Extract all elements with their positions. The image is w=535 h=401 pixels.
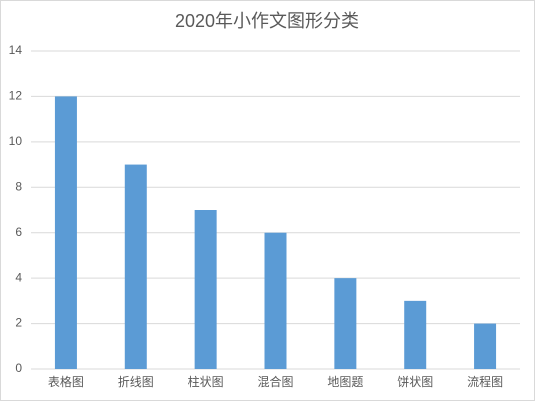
bar	[474, 323, 497, 369]
bar	[124, 164, 147, 369]
bar	[194, 210, 217, 369]
bar	[54, 96, 77, 369]
y-tick-label: 8	[15, 179, 22, 193]
y-tick-label: 0	[15, 361, 22, 375]
chart-title: 2020年小作文图形分类	[175, 11, 359, 31]
x-tick-label: 地图题	[327, 375, 363, 389]
y-tick-label: 14	[9, 43, 23, 57]
x-tick-label: 柱状图	[188, 374, 224, 389]
bar	[334, 278, 357, 369]
x-tick-label: 表格图	[48, 374, 84, 389]
x-tick-label: 混合图	[257, 374, 293, 389]
x-tick-label: 流程图	[467, 374, 503, 389]
x-tick-label: 折线图	[118, 374, 154, 389]
y-tick-label: 6	[15, 225, 22, 239]
bar	[264, 232, 287, 369]
y-tick-label: 2	[15, 316, 22, 330]
bar	[404, 300, 427, 369]
y-tick-label: 12	[9, 89, 23, 103]
y-tick-label: 4	[15, 270, 22, 284]
y-tick-label: 10	[9, 134, 23, 148]
x-tick-label: 饼状图	[397, 375, 433, 389]
